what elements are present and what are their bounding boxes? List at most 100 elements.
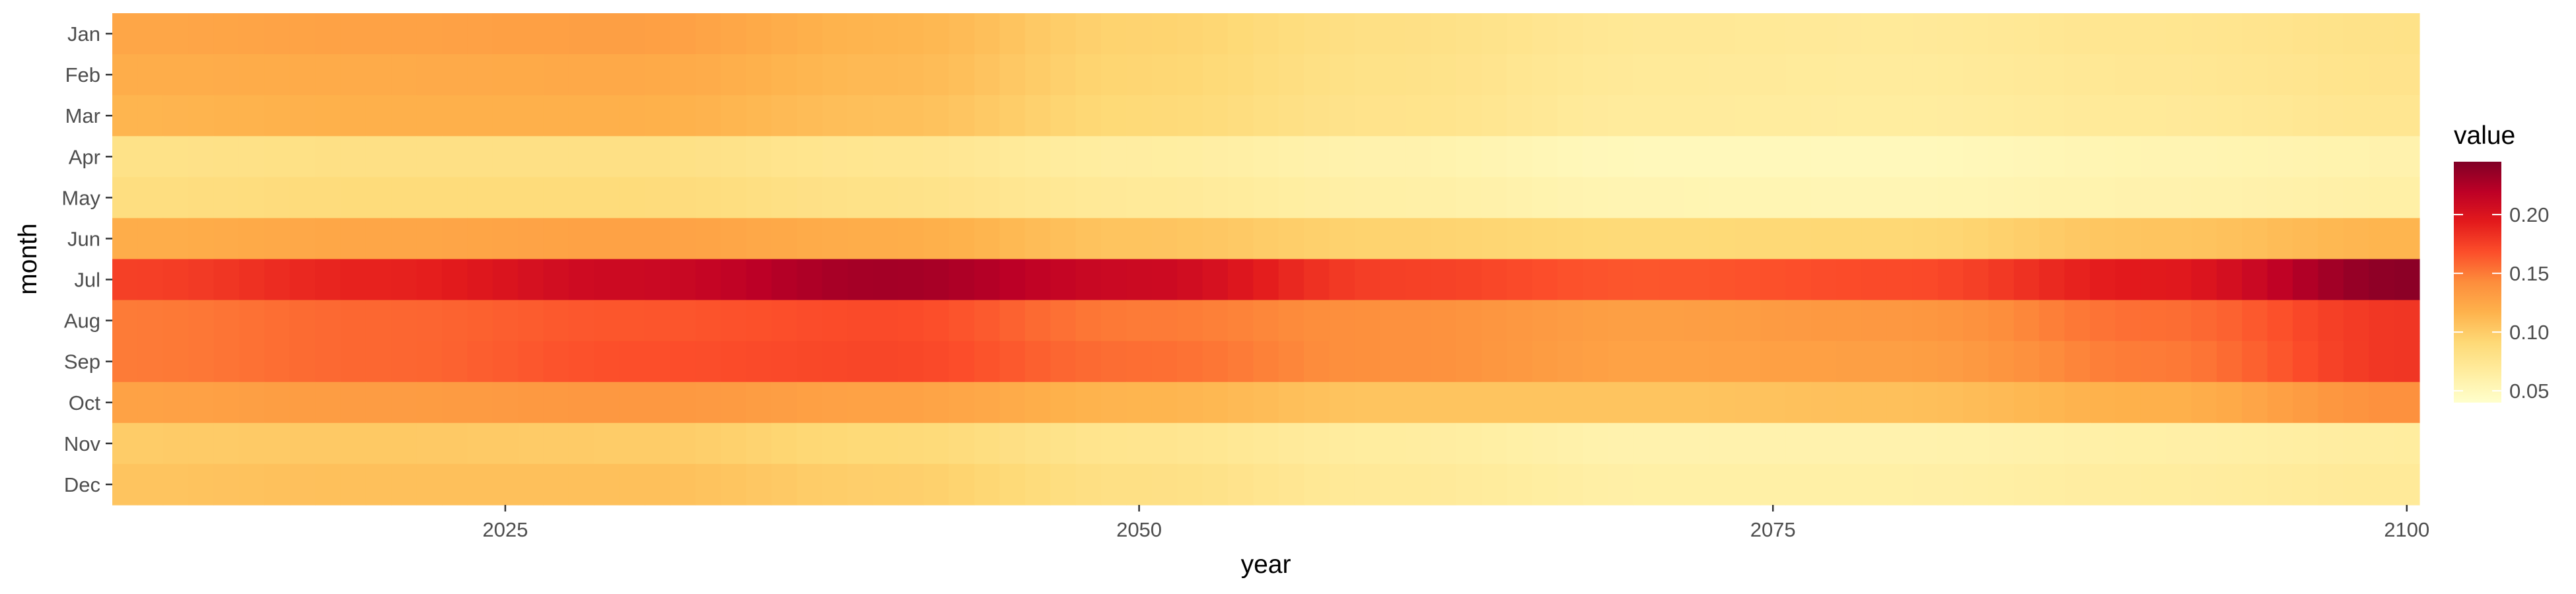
heatmap-cell [1709, 218, 1736, 260]
heatmap-cell [543, 177, 569, 219]
heatmap-cell [2191, 177, 2217, 219]
heatmap-cell [264, 54, 291, 96]
heatmap-cell [1886, 300, 1913, 342]
heatmap-cell [315, 300, 341, 342]
heatmap-cell [1937, 13, 1964, 55]
heatmap-cell [2064, 341, 2091, 383]
heatmap-cell [695, 95, 721, 137]
x-tick-label: 2075 [1750, 518, 1796, 541]
heatmap-cell [1202, 13, 1229, 55]
heatmap-cell [1608, 95, 1634, 137]
heatmap-cell [1126, 422, 1153, 465]
heatmap-cell [670, 463, 696, 506]
heatmap-cell [1456, 136, 1482, 178]
heatmap-cell [999, 95, 1026, 137]
heatmap-cell [1557, 13, 1583, 55]
heatmap-cell [1481, 136, 1507, 178]
legend-colorbar [2454, 162, 2501, 403]
heatmap-cell [2039, 177, 2065, 219]
heatmap-cell [2140, 381, 2166, 424]
heatmap-cell [1988, 341, 2015, 383]
heatmap-cell [2140, 422, 2166, 465]
heatmap-cell [2369, 177, 2395, 219]
heatmap-cell [365, 463, 392, 506]
heatmap-cell [2013, 422, 2040, 465]
heatmap-cell [1202, 422, 1229, 465]
heatmap-cell [721, 259, 747, 301]
heatmap-cell [1557, 300, 1583, 342]
heatmap-cell [188, 54, 215, 96]
heatmap-cell [1151, 54, 1178, 96]
heatmap-cell [1937, 54, 1964, 96]
heatmap-cell [1024, 259, 1051, 301]
heatmap-cell [1608, 463, 1634, 506]
heatmap-cell [1507, 259, 1533, 301]
heatmap-cell [1431, 95, 1456, 137]
heatmap-cell [1101, 136, 1127, 178]
heatmap-cell [1456, 422, 1482, 465]
heatmap-cell [1431, 341, 1456, 383]
heatmap-cell [162, 54, 189, 96]
heatmap-cell [1608, 300, 1634, 342]
heatmap-cell [619, 54, 645, 96]
heatmap-cell [1963, 95, 1989, 137]
heatmap-cell [873, 13, 899, 55]
heatmap-cell [137, 381, 164, 424]
heatmap-cell [797, 381, 823, 424]
heatmap-cell [1354, 54, 1380, 96]
heatmap-cell [2090, 218, 2116, 260]
heatmap-cell [974, 177, 1001, 219]
heatmap-cell [2216, 13, 2242, 55]
heatmap-cell [797, 300, 823, 342]
heatmap-cell [1810, 136, 1837, 178]
heatmap-cell [1481, 381, 1507, 424]
heatmap-cell [1278, 136, 1305, 178]
heatmap-cell [1608, 54, 1634, 96]
heatmap-cell [442, 381, 468, 424]
heatmap-cell [1886, 13, 1913, 55]
heatmap-cell [721, 300, 747, 342]
heatmap-cell [873, 54, 899, 96]
heatmap-cell [1405, 218, 1431, 260]
heatmap-cell [2115, 381, 2141, 424]
heatmap-cell [1532, 259, 1558, 301]
heatmap-cell [1507, 13, 1533, 55]
heatmap-cell [1227, 422, 1254, 465]
heatmap-cell [264, 95, 291, 137]
heatmap-cell [1988, 13, 2015, 55]
heatmap-cell [2293, 177, 2319, 219]
heatmap-cell [2394, 218, 2420, 260]
heatmap-cell [238, 381, 265, 424]
heatmap-cell [822, 13, 848, 55]
heatmap-cell [1861, 136, 1888, 178]
heatmap-cell [1963, 177, 1989, 219]
heatmap-cell [1075, 259, 1102, 301]
heatmap-cell [137, 422, 164, 465]
heatmap-cell [1735, 381, 1761, 424]
heatmap-cell [1253, 422, 1279, 465]
heatmap-cell [289, 381, 316, 424]
heatmap-cell [1532, 136, 1558, 178]
heatmap-cell [238, 341, 265, 383]
heatmap-cell [568, 95, 594, 137]
heatmap-cell [1557, 54, 1583, 96]
heatmap-cell [1227, 177, 1254, 219]
heatmap-cell [797, 463, 823, 506]
heatmap-cell [1937, 381, 1964, 424]
heatmap-cell [1101, 95, 1127, 137]
heatmap-cell [1101, 259, 1127, 301]
heatmap-cell [1836, 218, 1863, 260]
heatmap-cell [721, 381, 747, 424]
heatmap-cell [695, 259, 721, 301]
heatmap-cell [1810, 177, 1837, 219]
legend-tick-label: 0.05 [2509, 380, 2549, 403]
heatmap-cell [1810, 300, 1837, 342]
heatmap-cell [948, 218, 975, 260]
heatmap-cell [948, 259, 975, 301]
heatmap-cell [2293, 341, 2319, 383]
heatmap-cell [645, 13, 671, 55]
heatmap-cell [2013, 341, 2040, 383]
heatmap-cell [695, 54, 721, 96]
heatmap-cell [1101, 13, 1127, 55]
heatmap-cell [568, 218, 594, 260]
